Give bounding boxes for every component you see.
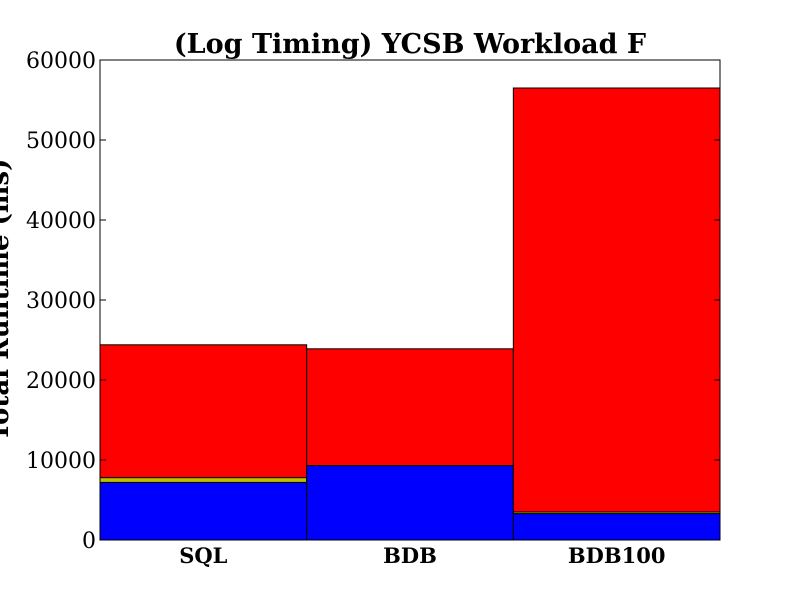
y-tick-label: 60000 [26, 49, 96, 74]
chart-title: (Log Timing) YCSB Workload F [174, 29, 646, 60]
bar-bdb-series-0 [306, 465, 514, 541]
y-tick-label: 40000 [26, 209, 96, 234]
bar-bdb-series-2 [306, 348, 514, 467]
bar-sql-series-1 [99, 477, 308, 483]
x-ticks: SQL BDB BDB100 [179, 543, 665, 568]
y-tick-label: 0 [82, 529, 96, 554]
x-tick-label-bdb: BDB [383, 543, 437, 568]
bar-bdb100-series-2 [512, 87, 721, 513]
y-tick-label: 50000 [26, 129, 96, 154]
y-tick-label: 30000 [26, 289, 96, 314]
y-axis-label: Total Runtime (ms) [0, 159, 15, 442]
y-tick-label: 20000 [26, 369, 96, 394]
bar-sql-series-2 [99, 344, 308, 479]
x-tick-label-bdb100: BDB100 [568, 543, 666, 568]
y-tick-label: 10000 [26, 449, 96, 474]
bars-group [99, 87, 721, 541]
x-tick-label-sql: SQL [179, 543, 227, 568]
y-ticks: 0 10000 20000 30000 40000 50000 60000 [26, 49, 720, 554]
bar-sql-series-0 [99, 481, 308, 541]
bar-bdb100-series-0 [512, 513, 721, 541]
plot-frame [99, 59, 721, 541]
